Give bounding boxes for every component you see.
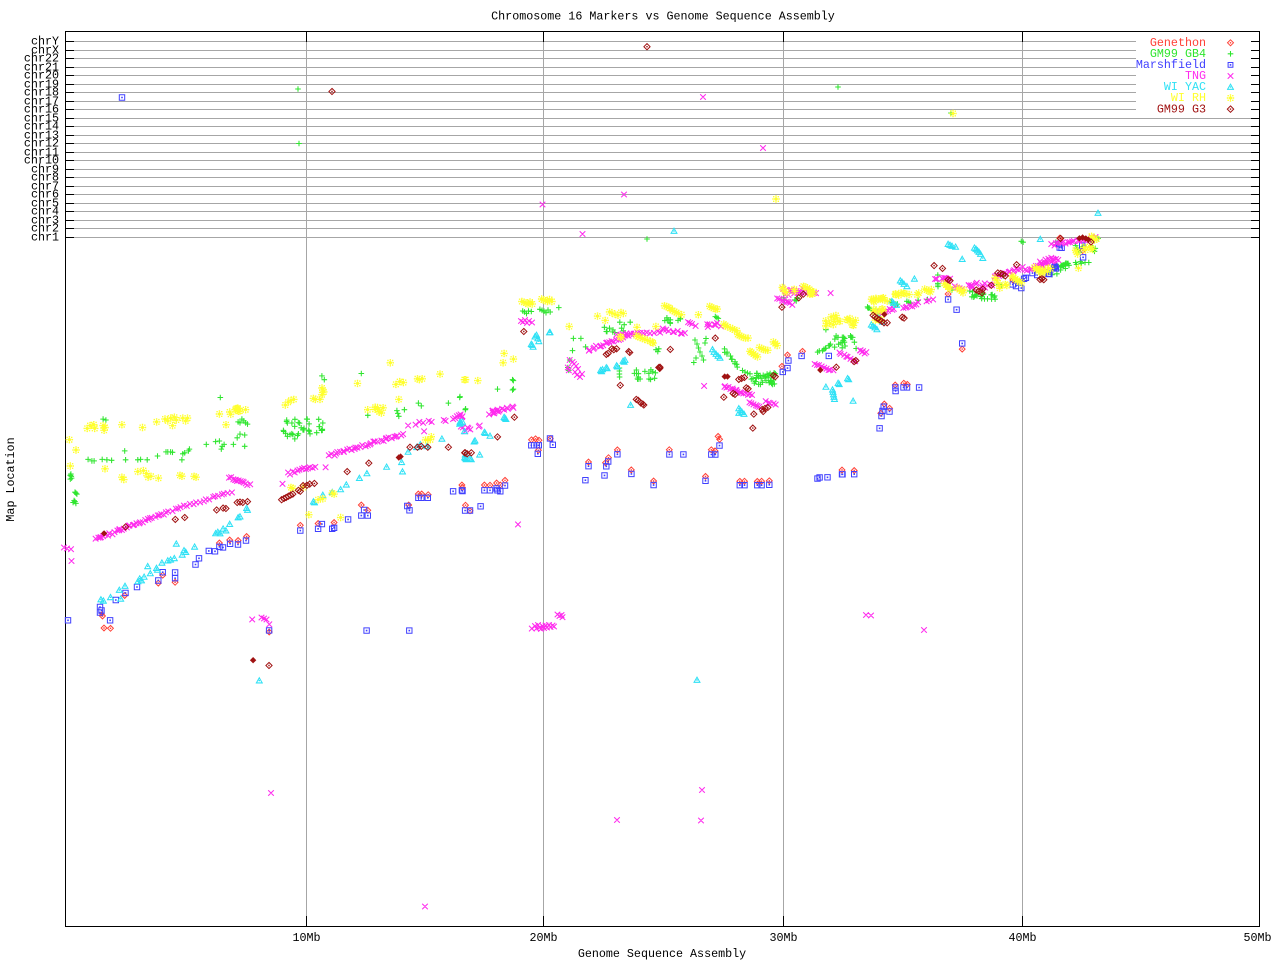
svg-text:chr3: chr3 [31, 214, 59, 228]
svg-text:chrY: chrY [31, 35, 59, 49]
svg-text:chr21: chr21 [24, 61, 59, 75]
svg-text:chr15: chr15 [24, 112, 59, 126]
svg-text:chr4: chr4 [31, 205, 59, 219]
svg-text:Map Location: Map Location [4, 437, 18, 521]
svg-text:chr5: chr5 [31, 197, 59, 211]
svg-text:chr12: chr12 [24, 137, 59, 151]
svg-text:TNG: TNG [1185, 69, 1206, 83]
svg-text:10Mb: 10Mb [292, 931, 320, 945]
svg-text:chr19: chr19 [24, 78, 59, 92]
svg-text:40Mb: 40Mb [1008, 931, 1036, 945]
svg-text:chr7: chr7 [31, 180, 59, 194]
svg-text:chr22: chr22 [24, 52, 59, 66]
svg-text:chr2: chr2 [31, 222, 59, 236]
svg-text:GM99 G3: GM99 G3 [1157, 102, 1206, 116]
svg-text:chr10: chr10 [24, 154, 59, 168]
svg-text:50Mb: 50Mb [1243, 931, 1271, 945]
svg-text:chr18: chr18 [24, 86, 59, 100]
svg-text:WI RH: WI RH [1171, 91, 1206, 105]
svg-text:chr16: chr16 [24, 103, 59, 117]
svg-text:chr6: chr6 [31, 188, 59, 202]
svg-text:20Mb: 20Mb [529, 931, 557, 945]
svg-text:30Mb: 30Mb [769, 931, 797, 945]
svg-text:chr9: chr9 [31, 163, 59, 177]
svg-text:chrX: chrX [31, 44, 59, 58]
svg-text:Genethon: Genethon [1150, 36, 1206, 50]
svg-text:GM99 GB4: GM99 GB4 [1150, 47, 1206, 61]
svg-text:chr11: chr11 [24, 146, 59, 160]
svg-text:Marshfield: Marshfield [1136, 58, 1206, 72]
svg-text:chr20: chr20 [24, 69, 59, 83]
svg-text:Chromosome 16 Markers vs Genom: Chromosome 16 Markers vs Genome Sequence… [491, 10, 835, 24]
svg-text:chr8: chr8 [31, 171, 59, 185]
svg-text:chr14: chr14 [24, 120, 59, 134]
svg-text:chr1: chr1 [31, 231, 59, 245]
svg-text:WI YAC: WI YAC [1164, 80, 1206, 94]
svg-text:Genome Sequence Assembly: Genome Sequence Assembly [578, 947, 746, 960]
svg-text:chr13: chr13 [24, 129, 59, 143]
svg-text:chr17: chr17 [24, 95, 59, 109]
